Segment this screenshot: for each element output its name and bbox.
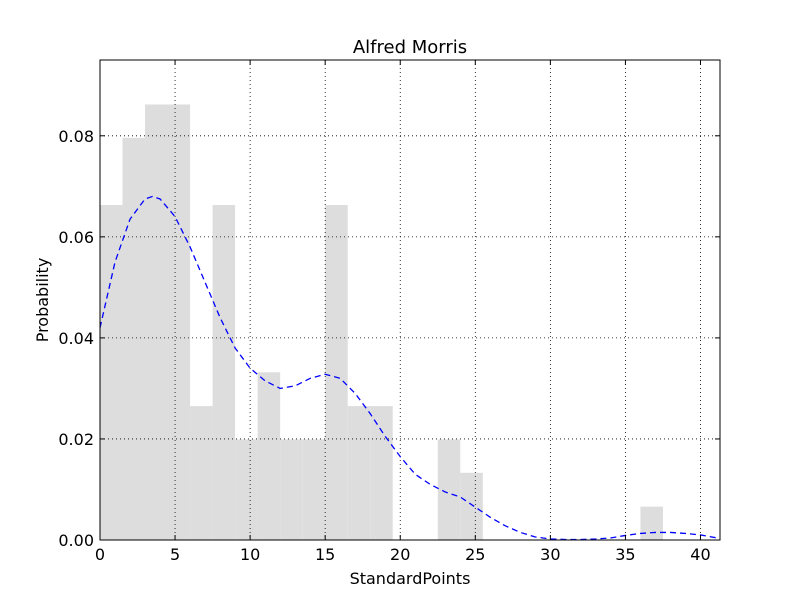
y-tick-label: 0.00: [58, 531, 94, 550]
x-tick-label: 20: [390, 545, 410, 564]
histogram-bar: [460, 472, 483, 540]
x-tick-label: 35: [615, 545, 635, 564]
y-tick-label: 0.06: [58, 228, 94, 247]
histogram-bar: [640, 506, 663, 540]
kde-line: [99, 195, 721, 541]
histogram-bar: [257, 372, 281, 540]
x-tick-label: 15: [315, 545, 335, 564]
histogram-bar: [280, 439, 303, 540]
y-tick-label: 0.08: [58, 127, 94, 146]
plot-frame: [99, 59, 721, 541]
x-tick-label: 25: [465, 545, 485, 564]
histogram-bar: [190, 406, 213, 540]
x-tick-label: 40: [690, 545, 710, 564]
histogram-bar: [167, 104, 191, 540]
x-tick-label: 10: [240, 545, 260, 564]
histogram-bar: [437, 439, 461, 540]
x-tick-label: 30: [540, 545, 560, 564]
histogram-bar: [235, 439, 258, 540]
y-tick-label: 0.02: [58, 430, 94, 449]
y-tick-label: 0.04: [58, 329, 94, 348]
histogram-bar: [100, 205, 123, 540]
histogram-bar: [122, 137, 146, 540]
plot-area: 0 5 10 15 20 25 30 35 40 0.00 0.02 0.04 0.06 0.08: [58, 59, 721, 564]
x-tick-label: 5: [170, 545, 180, 564]
histogram-bar: [370, 406, 393, 540]
histogram-bar: [145, 104, 168, 540]
histogram-bar: [325, 205, 348, 540]
histogram-bar: [212, 205, 236, 540]
y-axis-label: Probability: [33, 258, 52, 343]
histogram-bar: [302, 439, 326, 540]
chart-title: Alfred Morris: [353, 37, 467, 58]
x-tick-label: 0: [95, 545, 105, 564]
histogram-bar: [347, 406, 371, 540]
x-axis-label: StandardPoints: [350, 569, 471, 588]
